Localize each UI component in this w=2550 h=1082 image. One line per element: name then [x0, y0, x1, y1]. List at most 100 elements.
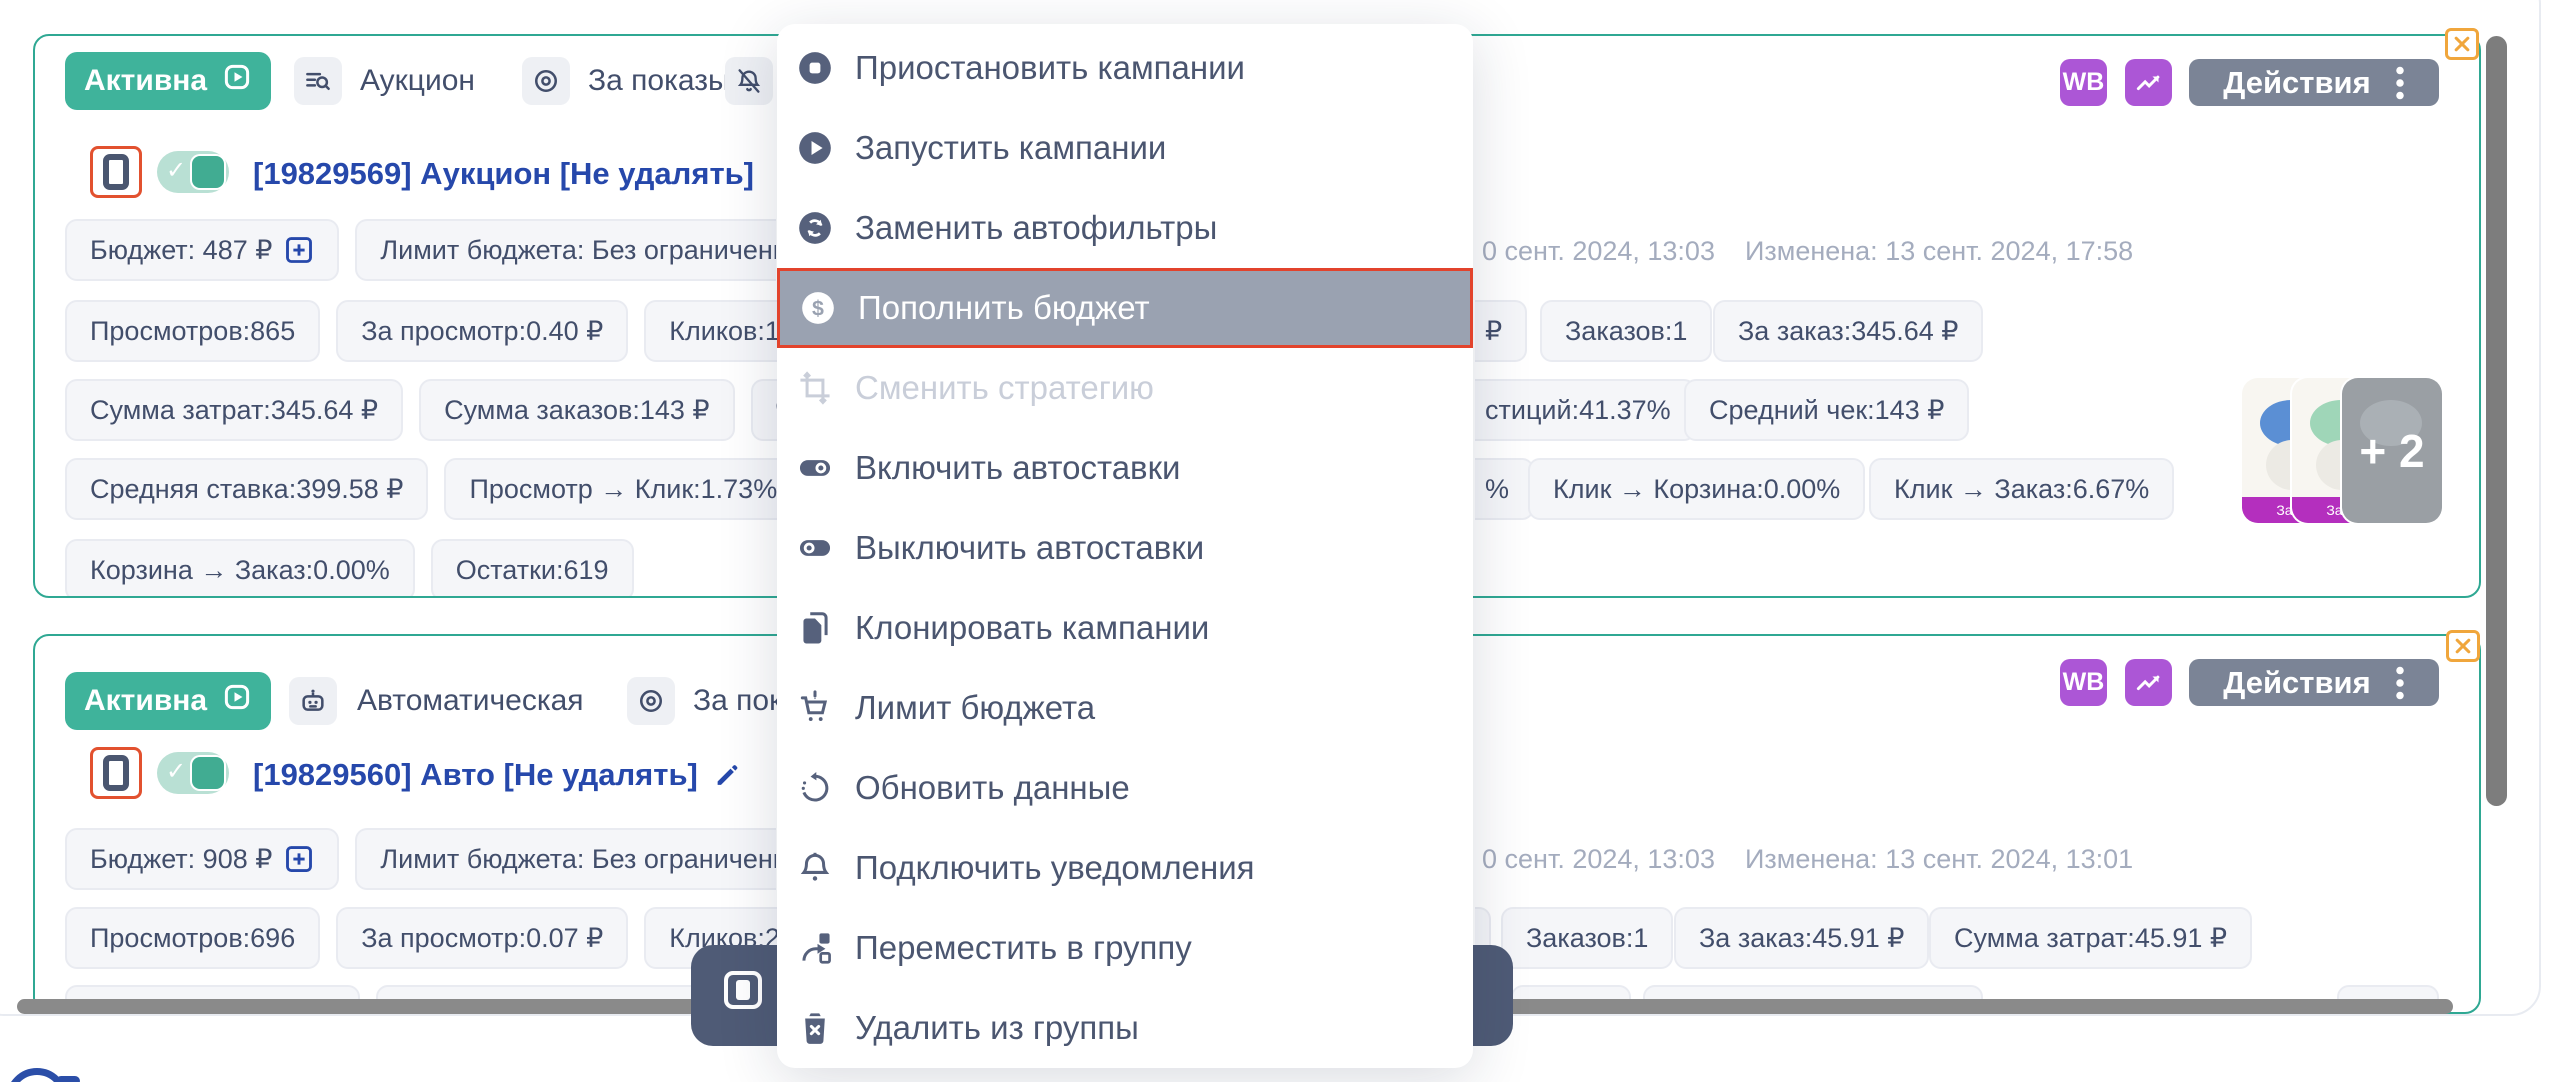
modified-date: Изменена: 13 сент. 2024, 17:58 — [1744, 236, 2134, 266]
orders-chip: Заказов:1 — [1540, 300, 1713, 362]
budget-chip[interactable]: Бюджет: 487 ₽ — [65, 219, 340, 281]
modified-date: Изменена: 13 сент. 2024, 13:01 — [1744, 844, 2134, 874]
stats-chart-button[interactable] — [2125, 59, 2172, 106]
orders-sum-chip: Сумма заказов:143 ₽ — [419, 379, 735, 441]
select-campaign-checkbox[interactable] — [90, 146, 142, 198]
orders-chip: Заказов:1 — [1501, 907, 1674, 969]
add-budget-icon[interactable] — [284, 235, 314, 265]
per-order-chip: За заказ:345.64 ₽ — [1713, 300, 1984, 362]
invest-chip-fragment: стиций:41.37% — [1475, 379, 1696, 441]
clipped-chip-fragment: ₽ — [1475, 300, 1528, 362]
close-icon — [2455, 638, 2471, 654]
actions-button[interactable]: Действия — [2189, 59, 2439, 106]
campaign-dates: 0 сент. 2024, 13:03 Изменена: 13 сент. 2… — [1482, 236, 2133, 267]
actions-label: Действия — [2223, 664, 2371, 700]
menu-item-label: Сменить стратегию — [855, 369, 1154, 406]
menu-item-clone-campaigns[interactable]: Клонировать кампании — [777, 588, 1473, 668]
check-icon: ✓ — [166, 758, 187, 785]
chip-row-1: Бюджет: 487 ₽ Лимит бюджета: Без огранич… — [65, 219, 777, 281]
robot-icon — [289, 677, 337, 725]
menu-item-label: Запустить кампании — [855, 129, 1167, 166]
trend-up-icon — [2136, 675, 2159, 690]
check-icon: ✓ — [166, 157, 187, 184]
menu-item-label: Подключить уведомления — [855, 849, 1255, 886]
views-chip: Просмотров:865 — [65, 300, 321, 362]
toggle-thumb — [192, 757, 224, 789]
menu-item-replace-autofilters[interactable]: Заменить автофильтры — [777, 188, 1473, 268]
menu-item-label: Обновить данные — [855, 769, 1130, 806]
menu-item-start-campaigns[interactable]: Запустить кампании — [777, 108, 1473, 188]
slideshow-icon — [222, 62, 252, 100]
menu-item-label: Лимит бюджета — [855, 689, 1096, 726]
money-circle-icon: $ — [802, 292, 834, 324]
budget-chip[interactable]: Бюджет: 908 ₽ — [65, 828, 340, 890]
campaign-link[interactable]: [19829569] Аукцион [Не удалять] — [253, 156, 755, 191]
close-card-button[interactable] — [2446, 630, 2480, 662]
vertical-scrollbar[interactable] — [2486, 36, 2507, 806]
move-group-icon — [802, 933, 831, 964]
stats-chart-button[interactable] — [2125, 659, 2172, 706]
campaign-active-toggle[interactable]: ✓ — [157, 151, 229, 193]
close-card-button[interactable] — [2445, 28, 2479, 60]
chip-row-1: Бюджет: 908 ₽ Лимит бюджета: Без огранич… — [65, 828, 777, 890]
more-products-thumbnail[interactable]: + 2 — [2342, 378, 2442, 523]
menu-item-enable-autobids[interactable]: Включить автоставки — [777, 428, 1473, 508]
view-mode-label: За пок — [693, 684, 783, 717]
menu-item-disable-autobids[interactable]: Выключить автоставки — [777, 508, 1473, 588]
auction-type-icon — [294, 57, 342, 105]
close-icon — [2454, 36, 2470, 52]
wb-label: WB — [2062, 668, 2105, 696]
menu-item-label: Приостановить кампании — [855, 49, 1245, 86]
menu-item-label: Пополнить бюджет — [858, 289, 1150, 326]
menu-item-refresh-data[interactable]: Обновить данные — [777, 748, 1473, 828]
spend-chip: Сумма затрат:45.91 ₽ — [1929, 907, 2253, 969]
eye-icon — [627, 677, 675, 725]
chip-row-5: Корзина → Заказ:0.00% Остатки:619 — [65, 539, 634, 596]
trash-x-icon — [805, 1013, 825, 1044]
menu-item-budget-limit[interactable]: Лимит бюджета — [777, 668, 1473, 748]
status-label: Активна — [84, 64, 208, 97]
menu-item-top-up-budget[interactable]: $ Пополнить бюджет — [777, 268, 1473, 348]
sync-circle-icon — [799, 212, 831, 244]
checkbox-mark — [103, 755, 129, 791]
menu-item-move-to-group[interactable]: Переместить в группу — [777, 908, 1473, 988]
help-icon-part — [56, 1076, 80, 1082]
checkbox-mark — [103, 154, 129, 190]
wb-button[interactable]: WB — [2060, 59, 2107, 106]
menu-item-label: Удалить из группы — [855, 1009, 1139, 1046]
per-order-chip: За заказ:45.91 ₽ — [1674, 907, 1930, 969]
campaign-active-toggle[interactable]: ✓ — [157, 752, 229, 794]
add-budget-icon[interactable] — [284, 844, 314, 874]
menu-item-connect-notifications[interactable]: Подключить уведомления — [777, 828, 1473, 908]
wb-button[interactable]: WB — [2060, 659, 2107, 706]
select-campaign-checkbox[interactable] — [90, 747, 142, 799]
trend-up-icon — [2136, 75, 2159, 90]
chip-row-2: Просмотров:865 За просмотр:0.40 ₽ Кликов… — [65, 300, 820, 362]
status-label: Активна — [84, 684, 208, 717]
budget-limit-chip: Лимит бюджета: Без ограничени — [355, 828, 777, 890]
avg-bid-chip: Средняя ставка:399.58 ₽ — [65, 458, 429, 520]
pencil-icon[interactable] — [712, 760, 742, 790]
clipped-chip-fragment: % — [1475, 458, 1535, 520]
bell-off-icon[interactable] — [725, 57, 773, 105]
actions-button[interactable]: Действия — [2189, 659, 2439, 706]
eye-icon — [522, 57, 570, 105]
history-icon — [801, 772, 829, 802]
menu-item-remove-from-group[interactable]: Удалить из группы — [777, 988, 1473, 1068]
campaign-type-label: Аукцион — [360, 64, 475, 97]
menu-item-change-strategy: Сменить стратегию — [777, 348, 1473, 428]
cart-to-order-chip: Корзина → Заказ:0.00% — [65, 539, 415, 596]
view-mode-label: За показы — [588, 64, 730, 97]
views-chip: Просмотров:696 — [65, 907, 321, 969]
bulk-select-checkbox-icon[interactable] — [724, 971, 762, 1009]
bell-icon — [800, 852, 830, 881]
avg-check-chip: Средний чек:143 ₽ — [1684, 379, 1970, 441]
budget-limit-chip: Лимит бюджета: Без ограничени — [355, 219, 777, 281]
menu-item-pause-campaigns[interactable]: Приостановить кампании — [777, 28, 1473, 108]
status-badge[interactable]: Активна — [65, 672, 272, 730]
status-badge[interactable]: Активна — [65, 52, 272, 110]
campaign-link[interactable]: [19829560] Авто [Не удалять] — [253, 749, 742, 801]
campaign-link-text: [19829560] Авто [Не удалять] — [253, 757, 698, 792]
created-date-fragment: 0 сент. 2024, 13:03 — [1482, 844, 1715, 874]
